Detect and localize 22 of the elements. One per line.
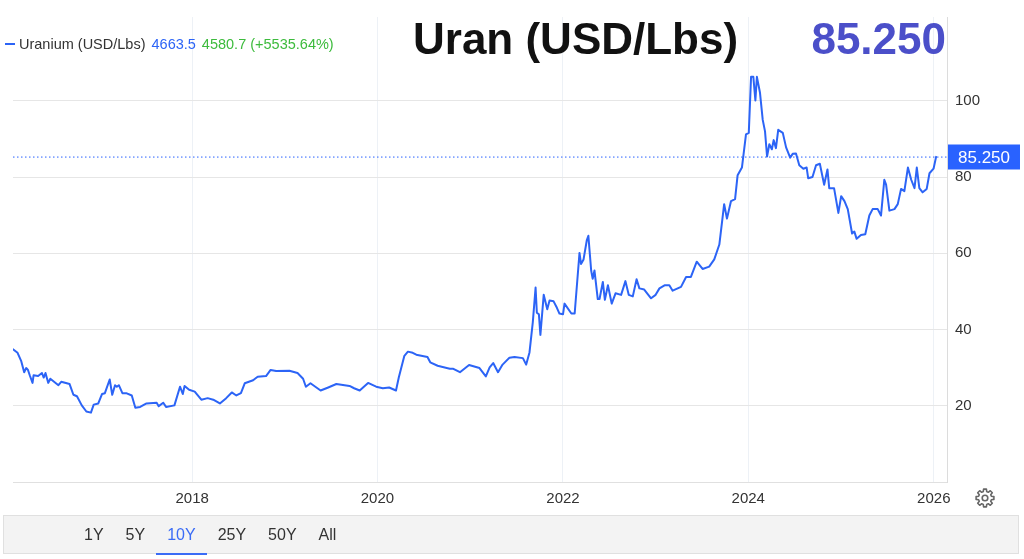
x-tick-label: 2022 (546, 489, 580, 507)
time-range-label: 50Y (268, 525, 297, 544)
chart-title: Uran (USD/Lbs) (413, 13, 739, 65)
y-tick-label: 20 (955, 395, 972, 413)
time-range-label: 5Y (125, 525, 146, 544)
time-range-label: 10Y (167, 525, 196, 544)
y-tick-label: 60 (955, 243, 972, 261)
x-tick-label: 2018 (175, 489, 209, 507)
x-tick-label: 2020 (360, 489, 395, 507)
y-tick-label: 80 (955, 167, 972, 185)
annotation: 4580.7 (+5535.64%) (201, 36, 334, 52)
chart-subtitle: 85.250 (811, 13, 946, 65)
y-tick-label: 40 (955, 319, 972, 337)
y-tick-label: 100 (955, 90, 981, 108)
time-range-label: 25Y (217, 525, 247, 544)
time-range-label: All (318, 525, 337, 544)
time-range-label: 1Y (84, 525, 104, 544)
ref-line-label: 85.250 (958, 147, 1010, 167)
x-tick-label: 2024 (731, 489, 765, 507)
x-tick-label: 2026 (917, 489, 951, 507)
annotation: 4663.5 (151, 36, 196, 52)
legend-label: Uranium (USD/Lbs) (19, 36, 146, 52)
